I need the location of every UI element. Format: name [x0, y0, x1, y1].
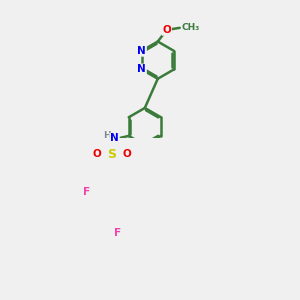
Text: CH₃: CH₃	[182, 23, 200, 32]
Text: O: O	[92, 149, 101, 160]
Text: F: F	[83, 187, 90, 197]
Text: F: F	[113, 228, 121, 238]
Text: N: N	[110, 134, 119, 143]
Text: H: H	[103, 131, 111, 140]
Text: O: O	[162, 25, 171, 35]
Text: S: S	[107, 148, 116, 161]
Text: N: N	[137, 46, 146, 56]
Text: N: N	[137, 64, 146, 74]
Text: O: O	[122, 149, 131, 160]
